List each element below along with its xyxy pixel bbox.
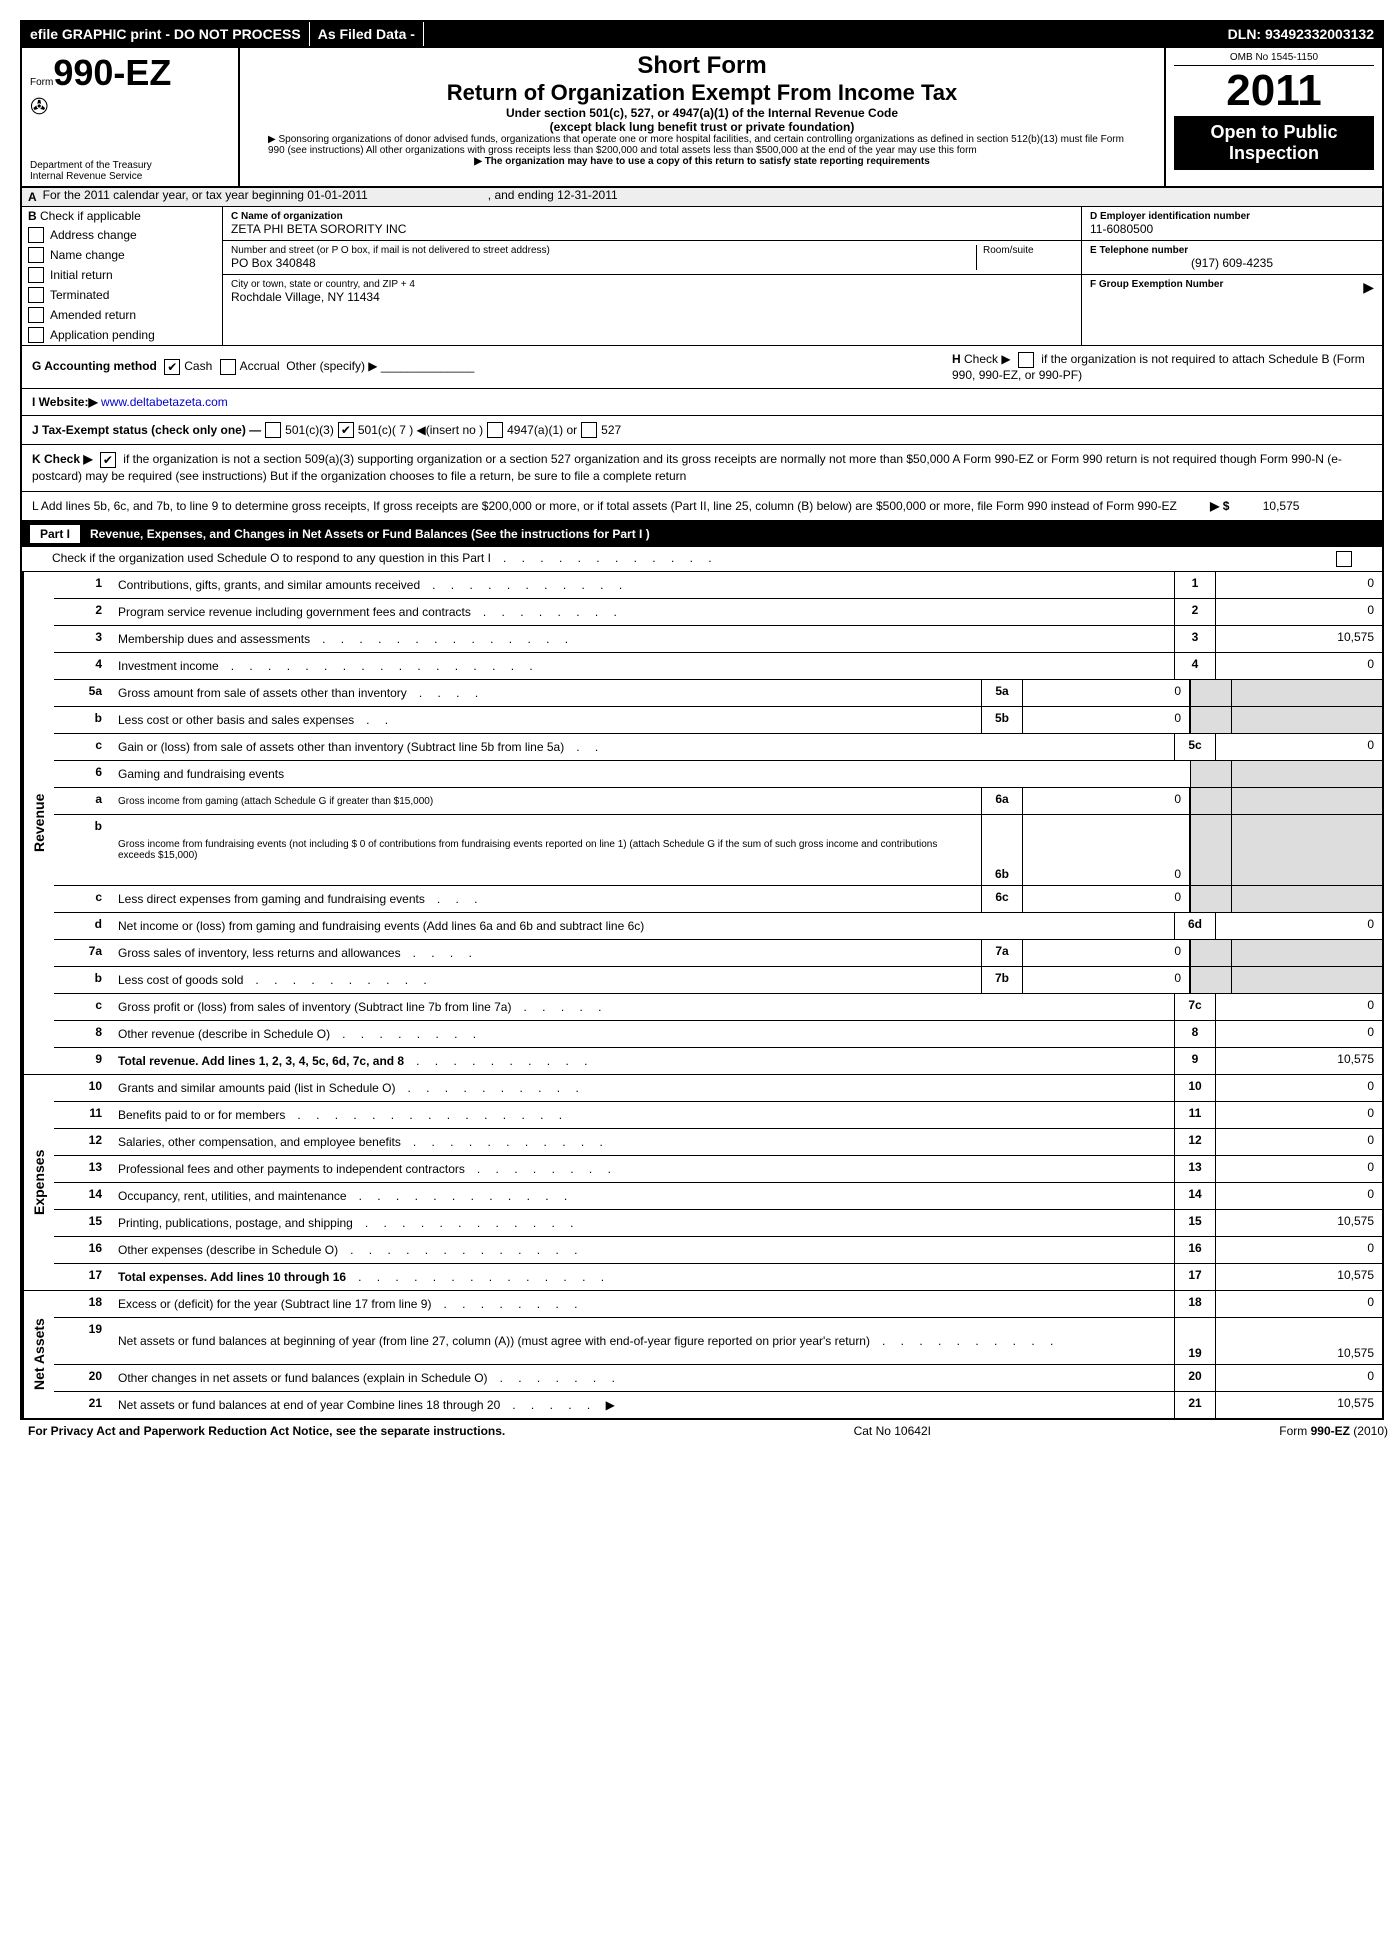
org-name: ZETA PHI BETA SORORITY INC <box>231 222 1073 236</box>
d-ein: 11-6080500 <box>1090 222 1374 236</box>
expenses-section: Expenses 10Grants and similar amounts pa… <box>22 1075 1382 1291</box>
short-form: Short Form <box>248 52 1156 80</box>
cb-501c3[interactable] <box>265 422 281 438</box>
subtitle-1: Under section 501(c), 527, or 4947(a)(1)… <box>248 106 1156 120</box>
part-1-header: Part I Revenue, Expenses, and Changes in… <box>22 521 1382 547</box>
form-number: 990-EZ <box>53 52 171 93</box>
cb-app-pending[interactable]: Application pending <box>22 325 222 345</box>
section-def: D Employer identification number 11-6080… <box>1082 207 1382 345</box>
revenue-section: Revenue 1Contributions, gifts, grants, a… <box>22 572 1382 1075</box>
c-street-label: Number and street (or P O box, if mail i… <box>231 245 976 256</box>
form-prefix: Form <box>30 77 53 88</box>
c-room-label: Room/suite <box>983 245 1073 256</box>
website-link[interactable]: www.deltabetazeta.com <box>101 395 228 409</box>
row-j: J Tax-Exempt status (check only one) — 5… <box>22 416 1382 445</box>
cb-501c[interactable] <box>338 422 354 438</box>
as-filed: As Filed Data - <box>310 22 424 46</box>
cb-cash[interactable] <box>164 359 180 375</box>
section-b: B Check if applicable Address change Nam… <box>22 207 223 345</box>
cb-amended[interactable]: Amended return <box>22 305 222 325</box>
cb-k[interactable] <box>100 452 116 468</box>
cb-address-change[interactable]: Address change <box>22 225 222 245</box>
cb-part1-schedo[interactable] <box>1336 551 1352 567</box>
row-k: K Check ▶ if the organization is not a s… <box>22 445 1382 492</box>
footer-mid: Cat No 10642I <box>854 1424 931 1438</box>
section-c: C Name of organization ZETA PHI BETA SOR… <box>223 207 1082 345</box>
netassets-section: Net Assets 18Excess or (deficit) for the… <box>22 1291 1382 1418</box>
line-a-text: For the 2011 calendar year, or tax year … <box>43 188 368 206</box>
tax-year: 2011 <box>1174 66 1374 116</box>
e-phone: (917) 609-4235 <box>1090 256 1374 270</box>
part-1-sub: Check if the organization used Schedule … <box>22 547 1382 572</box>
row-i: I Website:▶ www.deltabetazeta.com <box>22 389 1382 416</box>
top-bar: efile GRAPHIC print - DO NOT PROCESS As … <box>22 22 1382 48</box>
l-amount: 10,575 <box>1263 499 1300 513</box>
footer-right: Form 990-EZ (2010) <box>1279 1424 1388 1438</box>
c-city-label: City or town, state or country, and ZIP … <box>231 279 1073 290</box>
subtitle-2: (except black lung benefit trust or priv… <box>248 120 1156 134</box>
vside-revenue: Revenue <box>22 572 54 1074</box>
cb-initial-return[interactable]: Initial return <box>22 265 222 285</box>
dept: Department of the Treasury <box>30 160 230 171</box>
row-l: L Add lines 5b, 6c, and 7b, to line 9 to… <box>22 492 1382 522</box>
line-a-ending: , and ending 12-31-2011 <box>488 188 618 206</box>
cb-name-change[interactable]: Name change <box>22 245 222 265</box>
vside-expenses: Expenses <box>22 1075 54 1290</box>
d-label: D Employer identification number <box>1090 211 1374 222</box>
page-footer: For Privacy Act and Paperwork Reduction … <box>20 1420 1396 1442</box>
cb-4947[interactable] <box>487 422 503 438</box>
footer-left: For Privacy Act and Paperwork Reduction … <box>28 1424 505 1438</box>
omb: OMB No 1545-1150 <box>1174 52 1374 66</box>
org-city: Rochdale Village, NY 11434 <box>231 290 1073 304</box>
org-street: PO Box 340848 <box>231 256 976 270</box>
row-g-h: G Accounting method Cash Accrual Other (… <box>22 346 1382 389</box>
cb-h[interactable] <box>1018 352 1034 368</box>
f-arrow: ▶ <box>1363 279 1374 296</box>
dln: DLN: 93492332003132 <box>1220 22 1382 46</box>
cb-terminated[interactable]: Terminated <box>22 285 222 305</box>
form-page: efile GRAPHIC print - DO NOT PROCESS As … <box>20 20 1384 1420</box>
efile-notice: efile GRAPHIC print - DO NOT PROCESS <box>22 22 310 46</box>
open-inspection: Open to Public Inspection <box>1174 116 1374 170</box>
subtitle-3: ▶ Sponsoring organizations of donor advi… <box>248 134 1156 156</box>
vside-netassets: Net Assets <box>22 1291 54 1418</box>
form-title: Return of Organization Exempt From Incom… <box>248 80 1156 106</box>
subtitle-4: ▶ The organization may have to use a cop… <box>248 156 1156 167</box>
header: Form990-EZ ✇ Department of the Treasury … <box>22 48 1382 188</box>
cb-accrual[interactable] <box>220 359 236 375</box>
e-label: E Telephone number <box>1090 245 1374 256</box>
c-name-label: C Name of organization <box>231 211 1073 222</box>
cb-527[interactable] <box>581 422 597 438</box>
irs: Internal Revenue Service <box>30 171 230 182</box>
f-label: F Group Exemption Number <box>1090 279 1363 296</box>
